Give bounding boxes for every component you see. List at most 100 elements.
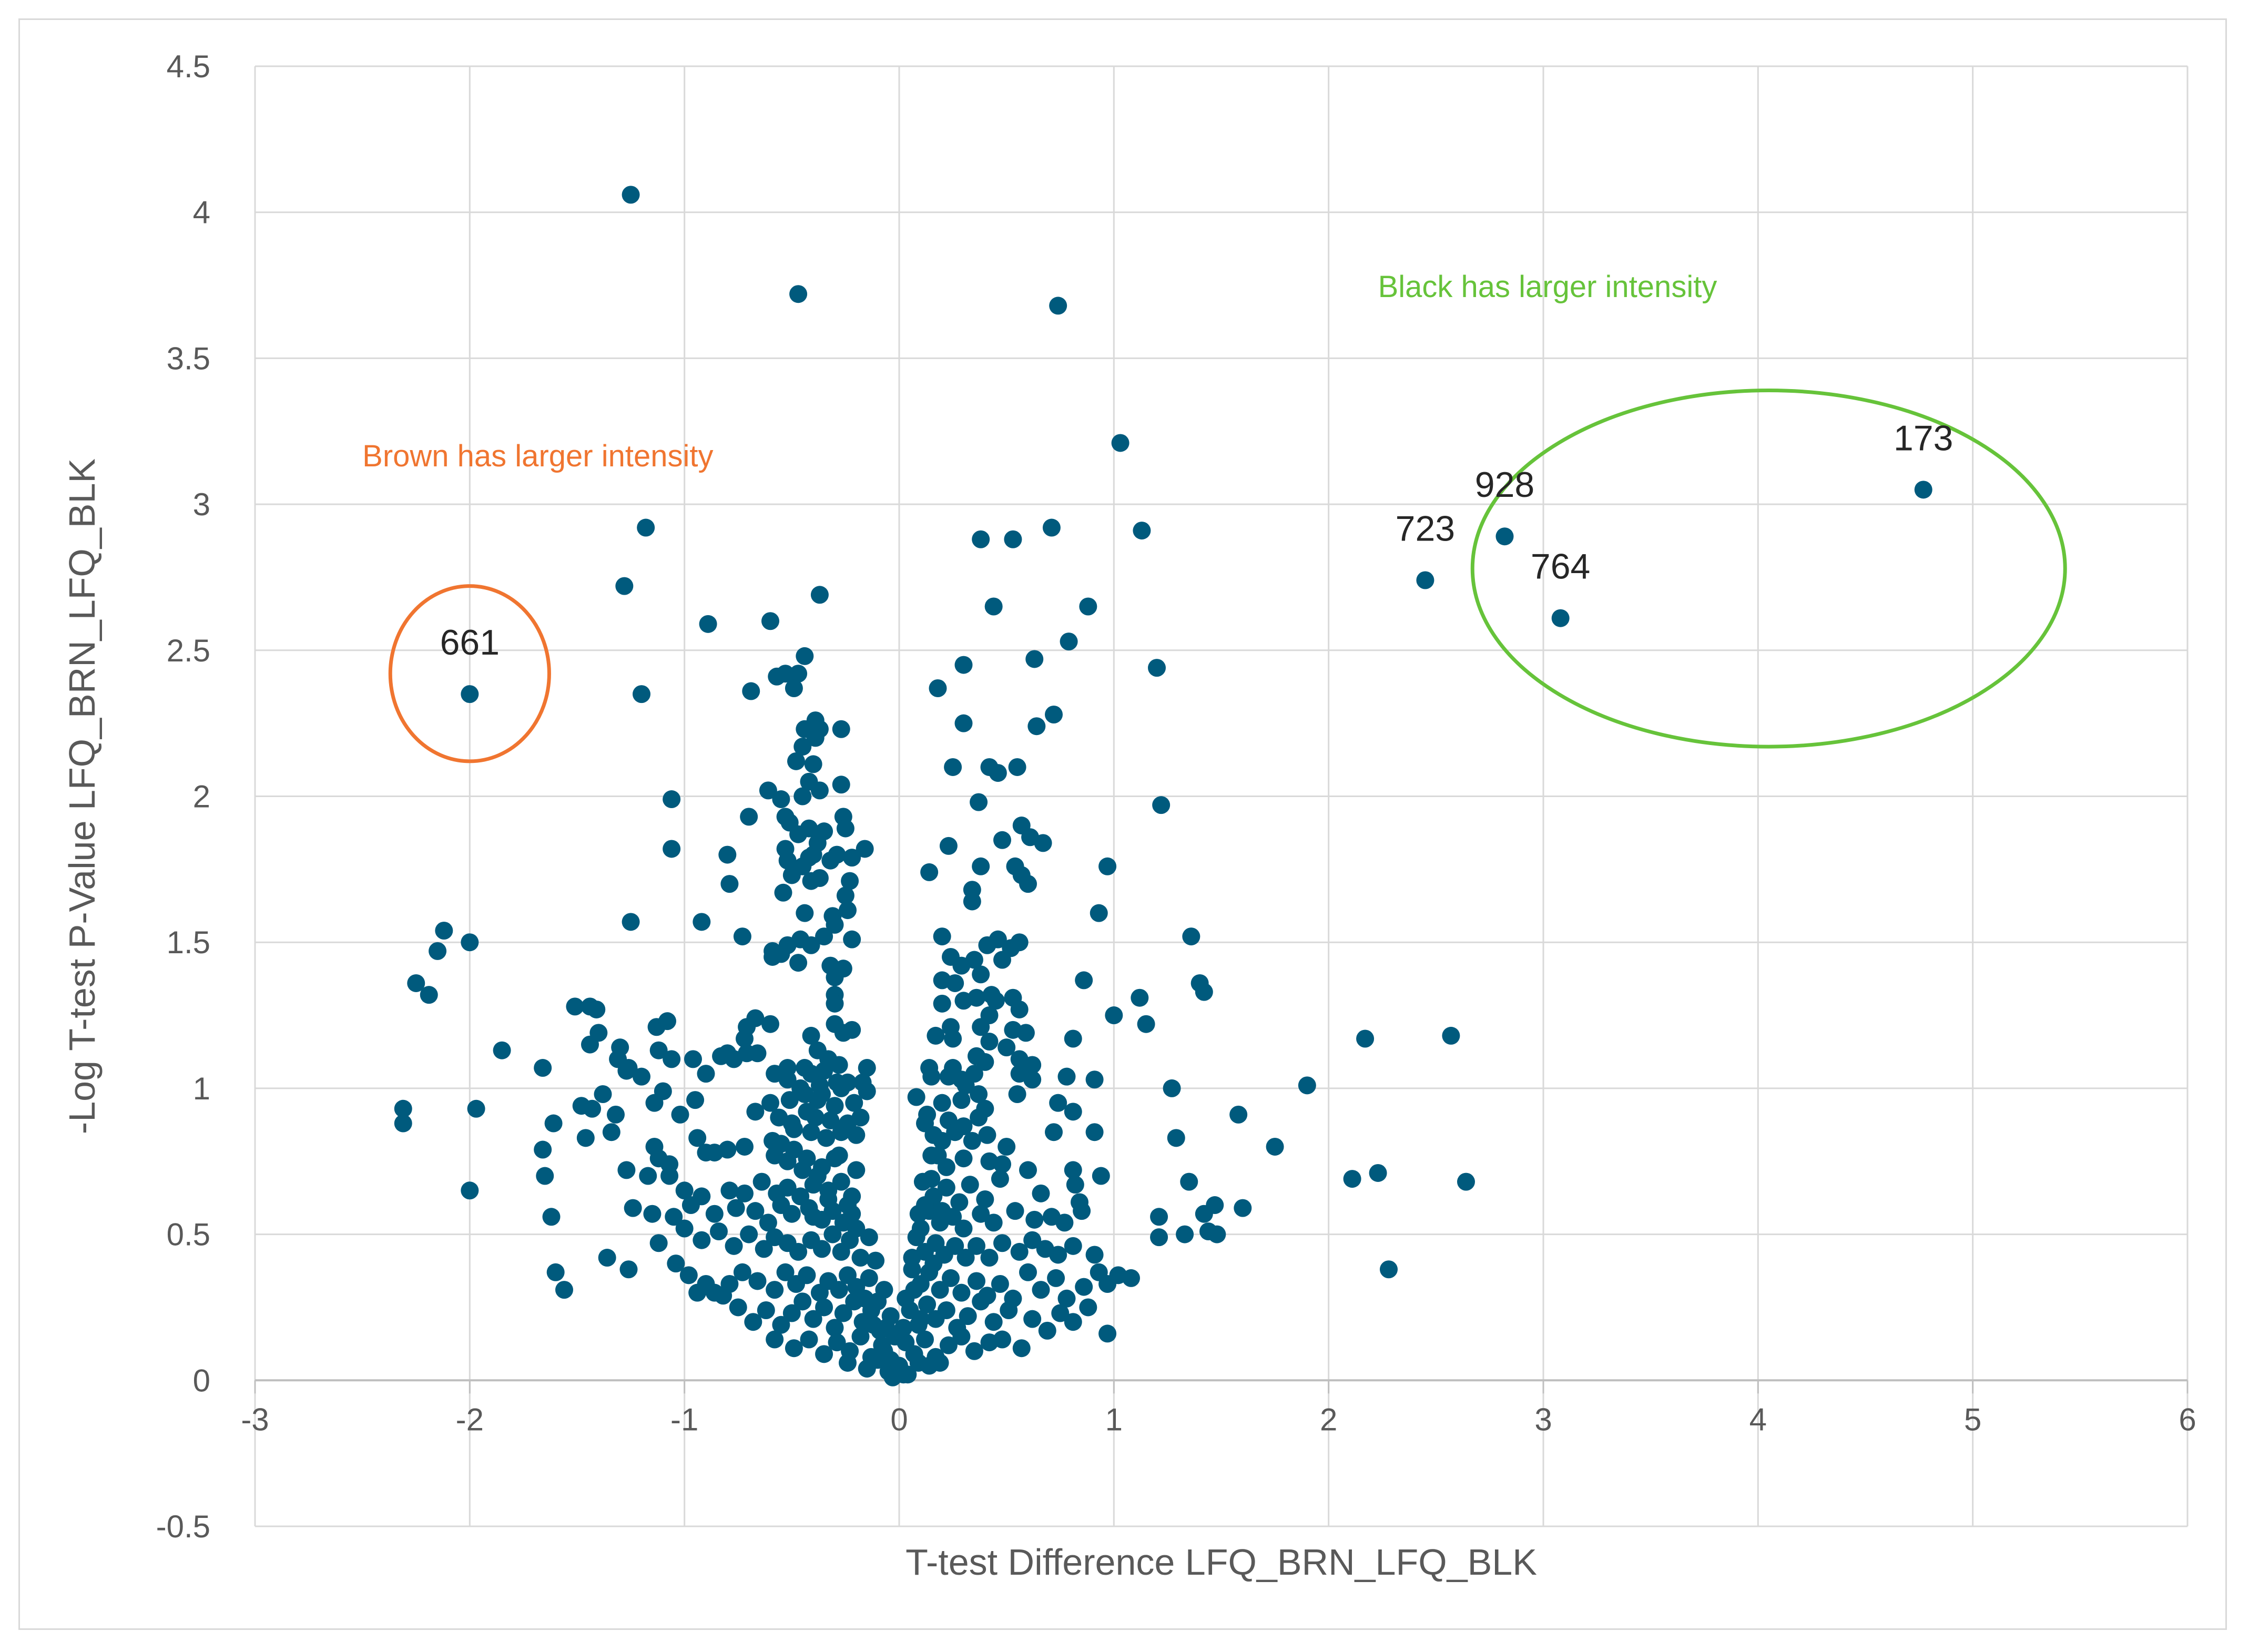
y-tick-label: 0.5 [167,1217,210,1252]
data-point [778,1152,797,1170]
data-point [939,837,958,855]
data-point [956,1249,975,1267]
data-point [576,1129,595,1147]
data-point [671,1105,689,1124]
data-point [761,1015,779,1033]
data-point [643,1205,662,1223]
data-point [826,1319,844,1337]
data-point [894,1365,913,1384]
data-point [718,1140,737,1159]
data-point [1442,1026,1460,1045]
data-point [1150,1208,1168,1226]
data-point [839,1196,857,1215]
data-point [546,1263,565,1281]
data-point [798,1103,816,1121]
data-point [980,1249,999,1267]
data-point [1027,717,1046,736]
data-point [782,1304,801,1322]
data-point [867,1251,885,1270]
y-tick-label: 0 [193,1363,210,1398]
data-point [847,1219,866,1238]
data-point [933,927,951,946]
data-point [970,1108,988,1127]
data-point [394,1099,412,1118]
data-point [946,1123,964,1141]
annotation-text: Black has larger intensity [1378,270,1717,304]
data-point [663,840,681,858]
data-point [1034,834,1052,852]
data-point [1085,1246,1104,1264]
data-point [826,1097,844,1115]
data-point [845,1094,863,1112]
data-point [1019,1161,1037,1179]
data-point [1025,650,1044,668]
data-point [832,1172,850,1191]
data-point [1075,971,1093,990]
data-point [1380,1260,1398,1279]
data-point [742,682,760,700]
data-point [607,1105,625,1124]
data-point [843,1021,861,1039]
data-point [1049,1094,1067,1112]
data-point [1111,434,1129,452]
data-point [583,1099,602,1118]
data-point [993,1234,1011,1252]
data-point [1457,1172,1475,1191]
data-point [954,1219,973,1238]
data-point [789,1242,808,1261]
x-tick-label: 0 [890,1402,908,1437]
y-tick-label: 3 [193,487,210,522]
data-point [1032,1281,1050,1299]
x-tick-label: 4 [1749,1402,1767,1437]
labeled-data-point [461,685,479,703]
data-point [804,1208,822,1226]
data-point [759,1213,777,1232]
data-point [1016,1024,1035,1042]
data-point [798,1266,816,1284]
data-point [815,1298,833,1317]
data-point [1064,1161,1082,1179]
data-point [1098,1324,1117,1343]
x-tick-label: 1 [1105,1402,1123,1437]
data-point [834,1304,852,1322]
data-point [832,1079,850,1097]
data-point [922,1170,941,1188]
y-tick-label: 4.5 [167,49,210,84]
data-point [832,776,850,794]
data-point [718,845,737,864]
data-point [924,1255,943,1273]
point-label: 928 [1475,465,1534,505]
data-point [1051,1304,1070,1322]
data-point [1010,1000,1029,1018]
data-point [1092,1167,1110,1185]
data-point [566,997,584,1016]
data-point [1085,1123,1104,1141]
data-point [954,1149,973,1168]
data-point [819,1190,838,1208]
data-point [1079,597,1097,616]
data-point [1008,758,1026,776]
data-point [1180,1172,1198,1191]
data-point [963,1131,981,1150]
data-point [681,1196,700,1215]
y-tick-label: 1.5 [167,925,210,960]
data-point [1032,1184,1050,1202]
data-point [624,1199,642,1217]
data-point [1066,1176,1084,1194]
data-point [813,1085,831,1104]
data-point [772,1135,790,1153]
data-point [993,951,1011,969]
x-tick-label: 5 [1964,1402,1981,1437]
data-point [429,942,447,960]
x-axis-title: T-test Difference LFQ_BRN_LFQ_BLK [905,1542,1537,1583]
data-point [684,1050,702,1068]
annotation-text: Brown has larger intensity [362,439,713,473]
data-point [1122,1269,1140,1287]
data-point [993,1330,1011,1349]
data-point [836,886,854,905]
data-point [738,1044,756,1063]
data-point [972,965,990,984]
data-point [688,1283,707,1302]
data-point [746,1103,765,1121]
data-point [984,597,1003,616]
